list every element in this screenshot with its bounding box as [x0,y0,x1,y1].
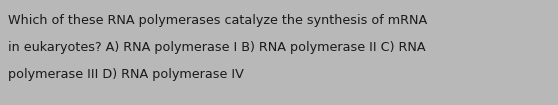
Text: polymerase III D) RNA polymerase IV: polymerase III D) RNA polymerase IV [8,68,244,81]
Text: Which of these RNA polymerases catalyze the synthesis of mRNA: Which of these RNA polymerases catalyze … [8,14,427,27]
Text: in eukaryotes? A) RNA polymerase I B) RNA polymerase II C) RNA: in eukaryotes? A) RNA polymerase I B) RN… [8,41,426,54]
